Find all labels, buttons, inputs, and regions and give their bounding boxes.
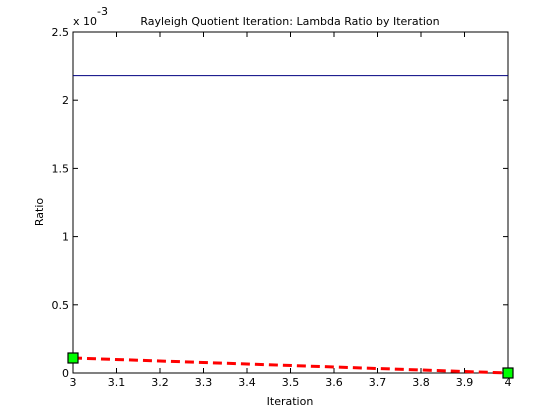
y-axis-multiplier-exponent: -3 [97, 5, 108, 18]
x-tick-label: 3.9 [456, 376, 474, 389]
x-tick-label: 3.2 [151, 376, 169, 389]
x-tick-label: 3.6 [325, 376, 343, 389]
x-tick-label: 3.3 [195, 376, 213, 389]
y-tick-label: 1 [62, 231, 69, 244]
data-point-marker [68, 353, 78, 363]
data-point-marker [503, 368, 513, 378]
y-axis-label: Ratio [33, 198, 46, 227]
x-tick-label: 3.7 [369, 376, 387, 389]
y-tick-label: 0 [62, 367, 69, 380]
y-tick-label: 1.5 [52, 162, 70, 175]
x-tick-label: 3.8 [412, 376, 430, 389]
x-tick-label: 3.4 [238, 376, 256, 389]
x-tick-label: 3.5 [282, 376, 300, 389]
y-tick-label: 2.5 [52, 26, 70, 39]
y-tick-label: 2 [62, 94, 69, 107]
x-tick-label: 3.1 [108, 376, 126, 389]
chart-title: Rayleigh Quotient Iteration: Lambda Rati… [140, 15, 439, 28]
x-axis-label: Iteration [267, 395, 314, 408]
y-tick-label: 0.5 [52, 299, 70, 312]
y-axis-multiplier: x 10 [73, 15, 97, 28]
x-tick-label: 3 [70, 376, 77, 389]
